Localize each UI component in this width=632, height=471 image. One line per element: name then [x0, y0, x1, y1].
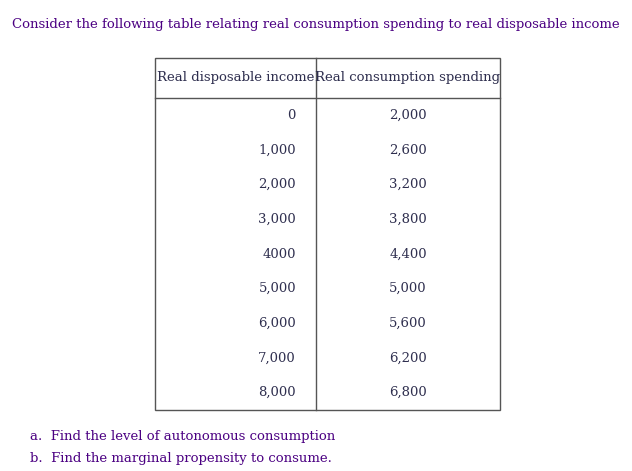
- Text: 3,200: 3,200: [389, 178, 427, 191]
- Text: a.  Find the level of autonomous consumption: a. Find the level of autonomous consumpt…: [30, 430, 335, 443]
- Text: 2,600: 2,600: [389, 144, 427, 156]
- Text: 3,000: 3,000: [258, 213, 296, 226]
- Text: 5,600: 5,600: [389, 317, 427, 330]
- Text: 6,800: 6,800: [389, 386, 427, 399]
- Text: 3,800: 3,800: [389, 213, 427, 226]
- Text: Real consumption spending: Real consumption spending: [315, 72, 501, 84]
- Text: 4,400: 4,400: [389, 247, 427, 260]
- Text: 0: 0: [288, 109, 296, 122]
- Text: 6,000: 6,000: [258, 317, 296, 330]
- Text: 1,000: 1,000: [258, 144, 296, 156]
- Text: 5,000: 5,000: [258, 282, 296, 295]
- Text: 2,000: 2,000: [258, 178, 296, 191]
- Text: 6,200: 6,200: [389, 351, 427, 365]
- Text: b.  Find the marginal propensity to consume.: b. Find the marginal propensity to consu…: [30, 452, 332, 465]
- Text: 2,000: 2,000: [389, 109, 427, 122]
- Bar: [155, 58, 500, 410]
- Text: 8,000: 8,000: [258, 386, 296, 399]
- Text: 5,000: 5,000: [389, 282, 427, 295]
- Text: Consider the following table relating real consumption spending to real disposab: Consider the following table relating re…: [12, 18, 620, 31]
- Text: 4000: 4000: [262, 247, 296, 260]
- Text: 7,000: 7,000: [258, 351, 296, 365]
- Text: Real disposable income: Real disposable income: [157, 72, 314, 84]
